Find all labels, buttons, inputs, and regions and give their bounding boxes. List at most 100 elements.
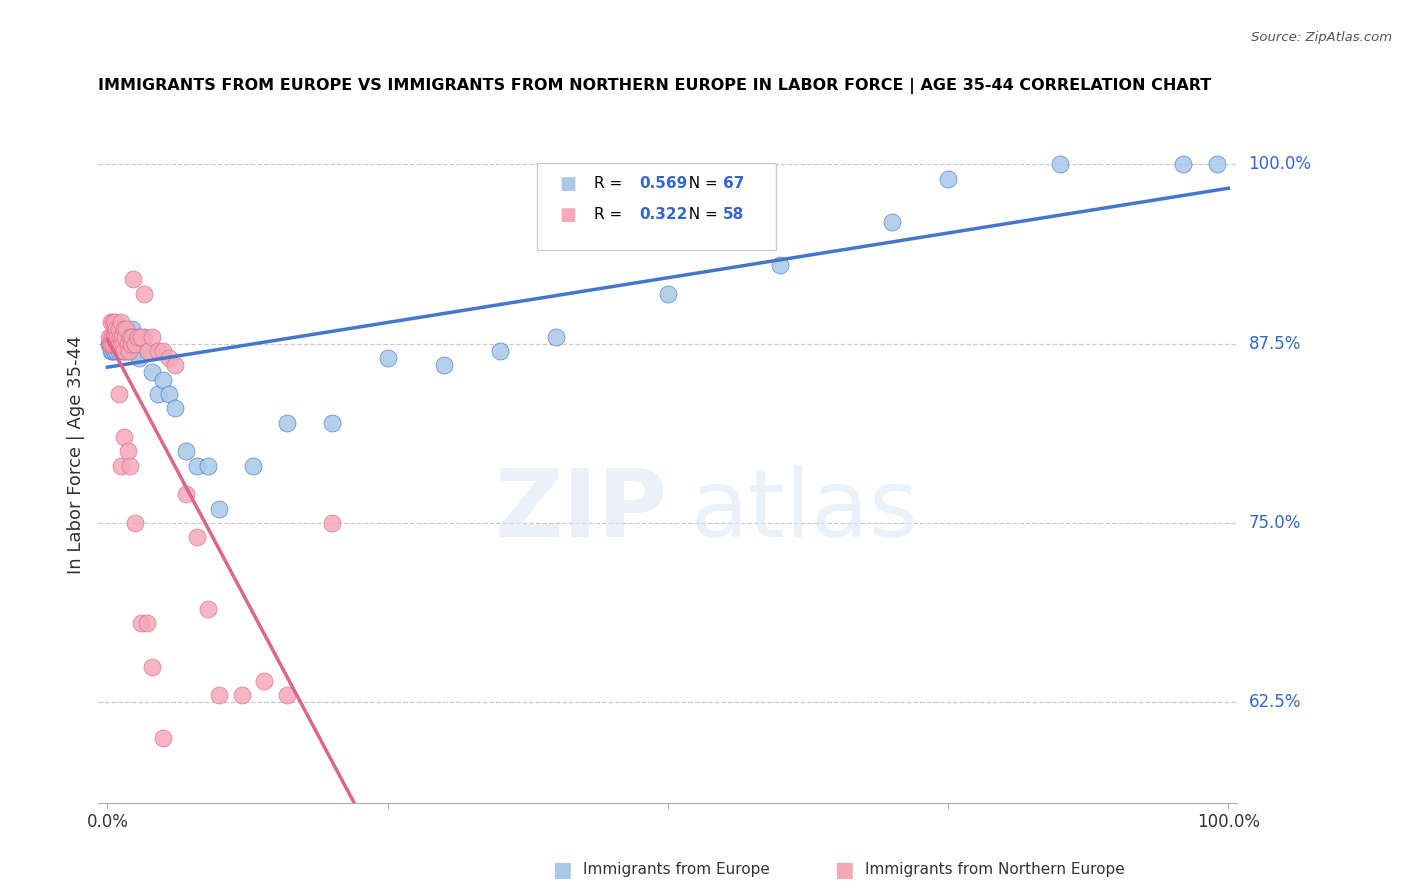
Point (112, 430, 135, 444)
Point (118, 329, 141, 343)
Point (107, 336, 129, 351)
Point (242, 458, 264, 473)
Point (115, 322, 138, 336)
Text: N =: N = (679, 207, 723, 222)
Point (174, 487, 197, 501)
Text: ■: ■ (553, 860, 572, 880)
Point (118, 329, 141, 343)
Text: 58: 58 (723, 207, 744, 222)
Point (112, 336, 135, 351)
Point (111, 329, 134, 343)
Point (108, 336, 131, 351)
Text: ■: ■ (834, 860, 853, 880)
Point (276, 688, 298, 702)
Point (186, 530, 208, 544)
Point (104, 315, 127, 329)
Point (101, 336, 124, 351)
Point (115, 336, 138, 351)
Point (141, 329, 163, 343)
FancyBboxPatch shape (537, 162, 776, 250)
Point (124, 343, 146, 358)
Point (110, 336, 132, 351)
Point (174, 444, 197, 458)
Text: 87.5%: 87.5% (1249, 334, 1301, 352)
Point (110, 315, 132, 329)
Text: R =: R = (593, 176, 627, 191)
Point (107, 336, 129, 351)
Point (112, 329, 135, 343)
Point (114, 329, 136, 343)
Text: Immigrants from Northern Europe: Immigrants from Northern Europe (865, 863, 1125, 877)
Point (124, 336, 146, 351)
Point (1049, 157, 1071, 171)
Text: 0.322: 0.322 (640, 207, 688, 222)
Point (152, 373, 174, 387)
Point (134, 329, 156, 343)
Point (880, 215, 903, 229)
Point (276, 416, 298, 430)
Point (97, 336, 120, 351)
Point (114, 329, 136, 343)
Point (105, 336, 128, 351)
Text: ZIP: ZIP (495, 465, 668, 557)
Text: IMMIGRANTS FROM EUROPE VS IMMIGRANTS FROM NORTHERN EUROPE IN LABOR FORCE | AGE 3: IMMIGRANTS FROM EUROPE VS IMMIGRANTS FRO… (98, 78, 1212, 95)
Text: ■: ■ (560, 175, 576, 193)
Point (103, 336, 125, 351)
Point (253, 673, 276, 688)
Point (136, 343, 159, 358)
Point (321, 416, 343, 430)
Point (136, 343, 159, 358)
Point (107, 329, 129, 343)
Point (152, 731, 174, 746)
Point (110, 458, 132, 473)
Point (157, 387, 180, 401)
Point (186, 458, 208, 473)
Point (163, 401, 186, 416)
Text: 62.5%: 62.5% (1249, 693, 1301, 712)
Point (135, 616, 157, 631)
Point (117, 444, 139, 458)
Point (208, 501, 231, 516)
Point (107, 329, 129, 343)
Point (101, 343, 124, 358)
Point (121, 329, 143, 343)
Point (101, 336, 124, 351)
Point (128, 351, 150, 365)
Point (105, 343, 128, 358)
Point (657, 286, 679, 301)
Point (101, 315, 124, 329)
Point (101, 329, 124, 343)
Point (104, 329, 127, 343)
Point (124, 336, 146, 351)
Point (121, 322, 143, 336)
Point (1206, 157, 1229, 171)
Point (100, 329, 122, 343)
Point (105, 336, 128, 351)
Point (101, 329, 124, 343)
Point (321, 516, 343, 530)
Point (127, 329, 149, 343)
Point (112, 343, 135, 358)
Point (112, 336, 135, 351)
Point (377, 351, 399, 365)
Point (100, 336, 122, 351)
Point (103, 343, 125, 358)
Point (122, 329, 145, 343)
Point (122, 272, 145, 286)
Point (134, 286, 156, 301)
Point (104, 336, 127, 351)
Point (107, 387, 129, 401)
Point (146, 387, 169, 401)
Point (105, 322, 128, 336)
Point (110, 336, 132, 351)
Point (112, 322, 135, 336)
Text: ■: ■ (560, 206, 576, 224)
Point (124, 516, 146, 530)
Point (141, 659, 163, 673)
Point (544, 329, 567, 343)
Point (97, 329, 120, 343)
Point (141, 366, 163, 380)
Point (769, 258, 792, 272)
Point (488, 343, 510, 358)
Point (146, 343, 169, 358)
